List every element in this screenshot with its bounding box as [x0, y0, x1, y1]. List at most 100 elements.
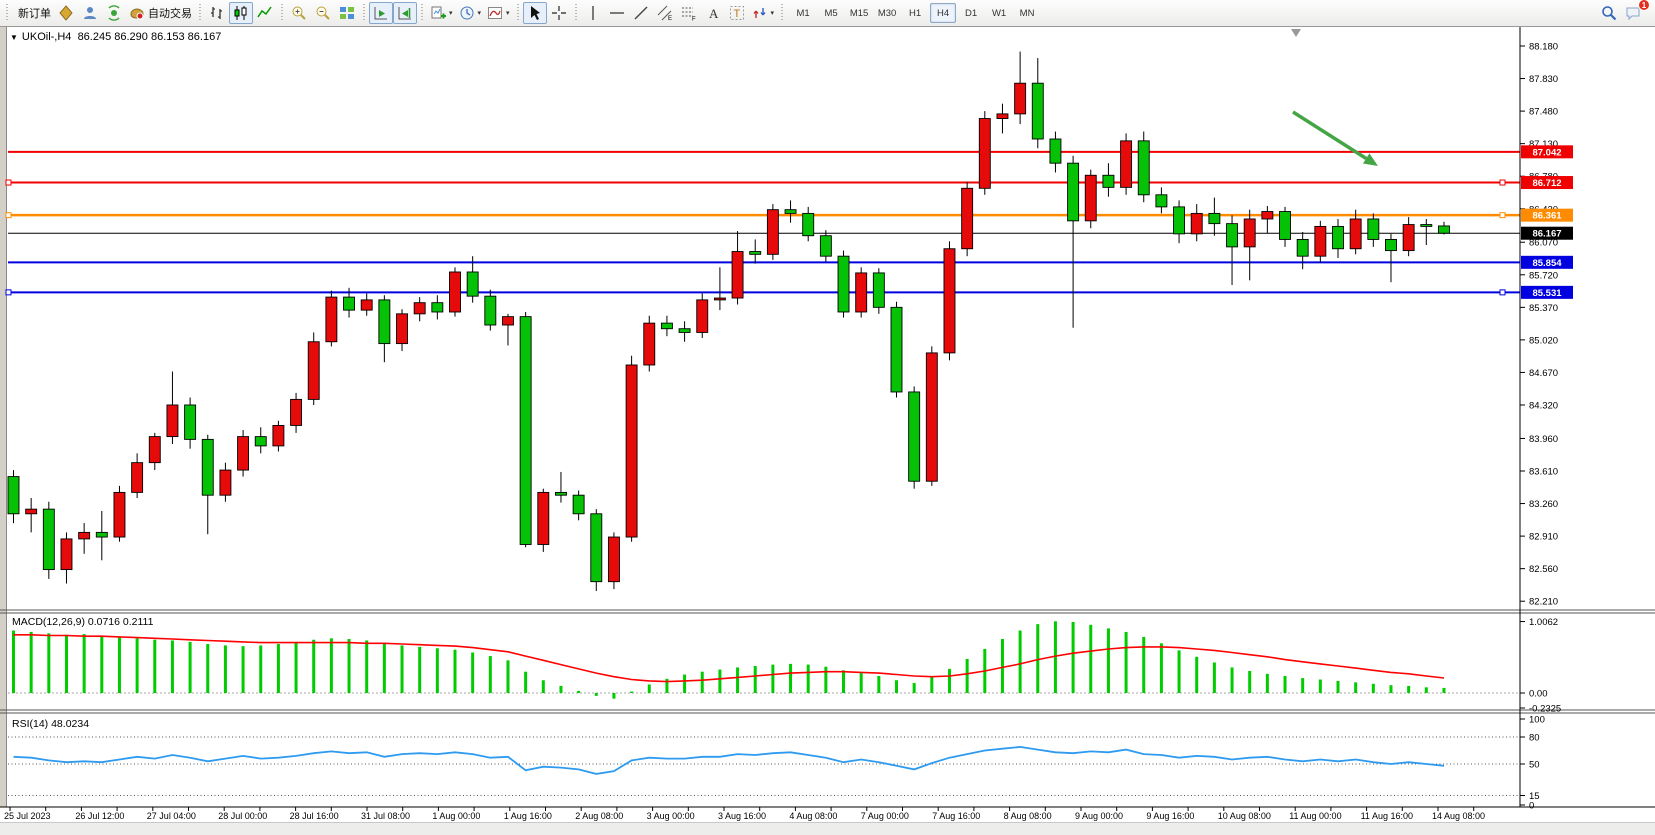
macd-histogram-bar: [418, 646, 422, 693]
auto-scroll-button[interactable]: [369, 2, 393, 24]
arrows-button[interactable]: ▾: [749, 2, 778, 24]
macd-histogram-bar: [1053, 621, 1057, 693]
macd-histogram-bar: [789, 663, 793, 693]
macd-label: MACD(12,26,9) 0.0716 0.2111: [12, 616, 154, 628]
text-label-button[interactable]: T: [725, 2, 749, 24]
svg-text:3 Aug 00:00: 3 Aug 00:00: [647, 811, 695, 821]
horizontal-line-button[interactable]: [605, 2, 629, 24]
panel-separator[interactable]: [0, 609, 1655, 614]
candle: [113, 485, 126, 542]
period-button-m15[interactable]: M15: [849, 7, 869, 19]
equidistant-channel-button[interactable]: E: [653, 2, 677, 24]
zoom-in-button[interactable]: [287, 2, 311, 24]
vertical-line-button[interactable]: [581, 2, 605, 24]
notifications-button[interactable]: 1: [1621, 0, 1650, 24]
line-handle[interactable]: [1499, 179, 1506, 186]
candle: [1102, 163, 1115, 197]
trendline-button[interactable]: [629, 2, 653, 24]
toolbar-separator: [5, 4, 9, 22]
candle: [731, 231, 744, 305]
candle: [325, 290, 338, 347]
period-button-m5[interactable]: M5: [824, 7, 838, 19]
svg-text:A: A: [709, 6, 719, 21]
period-button-m30[interactable]: M30: [877, 7, 897, 19]
period-button-mn[interactable]: MN: [1019, 7, 1035, 19]
horizontal-line-86.712[interactable]: 86.712: [5, 176, 1573, 190]
line-handle[interactable]: [1499, 289, 1506, 296]
new-order-button[interactable]: 新订单: [12, 2, 54, 24]
chart-shift-button[interactable]: [393, 2, 417, 24]
line-chart-button[interactable]: [253, 2, 277, 24]
svg-text:26 Jul 12:00: 26 Jul 12:00: [75, 811, 124, 821]
period-button-m1[interactable]: M1: [796, 7, 810, 19]
horizontal-line-85.531[interactable]: 85.531: [5, 285, 1573, 299]
candle: [272, 420, 285, 452]
tile-windows-button[interactable]: [335, 2, 359, 24]
svg-text:9 Aug 16:00: 9 Aug 16:00: [1146, 811, 1194, 821]
toolbar-separator: [573, 4, 578, 22]
horizontal-line-86.167[interactable]: 86.167: [8, 226, 1573, 240]
macd-histogram-bar: [1301, 678, 1305, 693]
line-handle[interactable]: [1499, 212, 1506, 219]
charts-profile-button[interactable]: [54, 2, 78, 24]
svg-text:-0.2325: -0.2325: [1529, 704, 1561, 715]
period-button-d1[interactable]: D1: [964, 7, 978, 19]
search-button[interactable]: [1597, 2, 1621, 24]
window-bottom-strip: [0, 822, 1655, 835]
line-handle[interactable]: [5, 289, 12, 296]
arrow-annotation[interactable]: [1292, 110, 1378, 166]
candle: [1243, 209, 1256, 281]
svg-text:88.180: 88.180: [1529, 42, 1558, 53]
crosshair-button[interactable]: [547, 2, 571, 24]
zoom-out-button[interactable]: [311, 2, 335, 24]
candle: [1226, 215, 1238, 286]
macd-histogram-bar: [665, 678, 669, 693]
auto-trading-button[interactable]: 自动交易: [126, 2, 195, 24]
text-button[interactable]: A: [701, 2, 725, 24]
svg-text:27 Jul 04:00: 27 Jul 04:00: [147, 811, 196, 821]
macd-histogram-bar: [506, 660, 510, 693]
line-handle[interactable]: [5, 212, 12, 219]
period-button-h1[interactable]: H1: [908, 7, 922, 19]
horizontal-line-85.854[interactable]: 85.854: [8, 255, 1573, 269]
fibonacci-button[interactable]: F: [677, 2, 701, 24]
timeframes-button[interactable]: ▾: [456, 2, 485, 24]
bar-chart-button[interactable]: [205, 2, 229, 24]
svg-text:14 Aug 08:00: 14 Aug 08:00: [1432, 811, 1485, 821]
candlestick-chart-button[interactable]: [229, 2, 253, 24]
toolbar-separator: [198, 4, 202, 22]
macd-histogram-bar: [12, 630, 15, 693]
period-button-h4[interactable]: H4: [930, 3, 957, 23]
svg-text:82.210: 82.210: [1529, 597, 1558, 608]
macd-indicator: 1.0062 0.00 -0.2325 MACD(12,26,9) 0.0716 0.…: [8, 616, 1561, 715]
indicators-button[interactable]: ▾: [484, 2, 513, 24]
macd-histogram-bar: [524, 671, 528, 693]
chevron-down-icon: ▾: [506, 10, 510, 17]
cursor-button[interactable]: [522, 2, 547, 24]
panel-separator[interactable]: [0, 709, 1655, 714]
macd-histogram-bar: [435, 648, 439, 693]
account-button[interactable]: [78, 2, 102, 24]
candle: [1155, 187, 1168, 214]
new-order-button-label: 新订单: [18, 8, 51, 20]
one-click-trading-expander[interactable]: ▼: [10, 33, 18, 42]
new-chart-button[interactable]: ▾: [427, 2, 456, 24]
macd-histogram-bar: [64, 634, 68, 693]
signals-button[interactable]: [102, 2, 126, 24]
candle: [1120, 133, 1133, 195]
macd-histogram-bar: [82, 634, 86, 693]
macd-signal-line: [13, 633, 1445, 683]
line-handle[interactable]: [5, 179, 12, 186]
macd-histogram-bar: [329, 638, 333, 693]
horizontal-line-87.042[interactable]: 87.042: [8, 145, 1573, 159]
chart-background[interactable]: [0, 27, 1655, 835]
macd-histogram-bar: [1283, 675, 1287, 693]
rsi-label: RSI(14) 48.0234: [12, 718, 89, 730]
period-button-w1[interactable]: W1: [991, 7, 1007, 19]
candle: [625, 355, 638, 542]
chart-shift-marker[interactable]: [1291, 29, 1301, 37]
svg-text:E: E: [668, 16, 672, 21]
time-axis[interactable]: 25 Jul 2023 26 Jul 12:00 27 Jul 04:00 28 Ju…: [4, 807, 1485, 821]
rsi-indicator: 100 80 50 150 RSI(14) 48.0234: [8, 715, 1545, 812]
